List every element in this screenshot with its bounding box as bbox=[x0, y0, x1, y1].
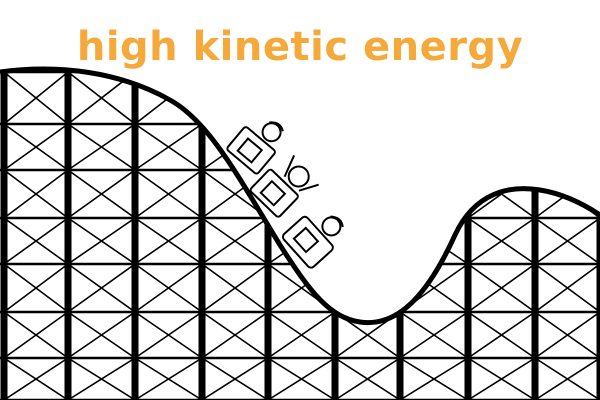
cross-brace bbox=[534, 71, 600, 125]
cross-brace bbox=[3, 263, 69, 313]
coaster-car-middle bbox=[249, 154, 319, 218]
cross-brace bbox=[334, 123, 401, 171]
cross-brace bbox=[67, 357, 136, 400]
rider-head bbox=[287, 165, 310, 188]
cross-brace bbox=[467, 357, 536, 400]
cross-brace bbox=[134, 217, 203, 265]
cross-brace bbox=[267, 357, 336, 400]
cross-brace bbox=[3, 71, 69, 125]
cross-brace bbox=[3, 311, 69, 359]
cross-brace bbox=[467, 311, 536, 359]
coaster-train bbox=[226, 121, 344, 269]
cross-brace bbox=[467, 123, 536, 171]
cross-brace bbox=[399, 169, 469, 219]
coaster-car-rear bbox=[281, 215, 344, 269]
cross-brace bbox=[67, 311, 136, 359]
cross-brace bbox=[3, 357, 69, 400]
cross-brace bbox=[534, 123, 600, 171]
cross-brace bbox=[399, 71, 469, 125]
cross-brace bbox=[534, 71, 600, 125]
cross-brace bbox=[201, 217, 269, 265]
cross-brace bbox=[467, 217, 536, 265]
cross-brace bbox=[201, 357, 269, 400]
cross-brace bbox=[134, 169, 203, 219]
cross-brace bbox=[67, 169, 136, 219]
cross-brace bbox=[201, 263, 269, 313]
rider-head bbox=[321, 216, 342, 237]
cross-brace bbox=[467, 123, 536, 171]
cross-brace bbox=[267, 311, 336, 359]
coaster-track bbox=[0, 66, 600, 326]
caption-title: high kinetic energy bbox=[76, 24, 524, 70]
cross-brace bbox=[201, 311, 269, 359]
cross-brace bbox=[534, 311, 600, 359]
cross-brace bbox=[534, 123, 600, 171]
cross-brace bbox=[267, 71, 336, 125]
cross-brace bbox=[134, 263, 203, 313]
cross-brace bbox=[399, 71, 469, 125]
cross-brace bbox=[334, 71, 401, 125]
cross-brace bbox=[334, 263, 401, 313]
cross-brace bbox=[467, 263, 536, 313]
cross-brace bbox=[3, 169, 69, 219]
cross-brace bbox=[134, 311, 203, 359]
cross-brace bbox=[334, 217, 401, 265]
cross-brace bbox=[334, 217, 401, 265]
cross-brace bbox=[467, 71, 536, 125]
cross-brace bbox=[334, 71, 401, 125]
cross-brace bbox=[134, 123, 203, 171]
cross-brace bbox=[201, 71, 269, 125]
cross-brace bbox=[399, 123, 469, 171]
cross-brace bbox=[399, 169, 469, 219]
cross-brace bbox=[334, 123, 401, 171]
rider-head bbox=[261, 122, 282, 143]
cross-brace bbox=[334, 263, 401, 313]
cross-brace bbox=[67, 123, 136, 171]
cross-brace bbox=[399, 311, 469, 359]
cross-brace bbox=[399, 123, 469, 171]
cross-brace bbox=[201, 71, 269, 125]
cross-brace bbox=[334, 169, 401, 219]
cross-brace bbox=[399, 357, 469, 400]
cross-brace bbox=[334, 169, 401, 219]
cross-brace bbox=[267, 71, 336, 125]
cross-brace bbox=[3, 123, 69, 171]
cross-brace bbox=[534, 217, 600, 265]
cross-brace bbox=[534, 263, 600, 313]
cross-brace bbox=[534, 357, 600, 400]
coaster-car-front bbox=[226, 121, 284, 175]
cross-brace bbox=[67, 263, 136, 313]
cross-brace bbox=[134, 357, 203, 400]
cross-brace bbox=[467, 71, 536, 125]
cross-brace bbox=[3, 217, 69, 265]
cross-brace bbox=[334, 357, 401, 400]
cross-brace bbox=[67, 217, 136, 265]
